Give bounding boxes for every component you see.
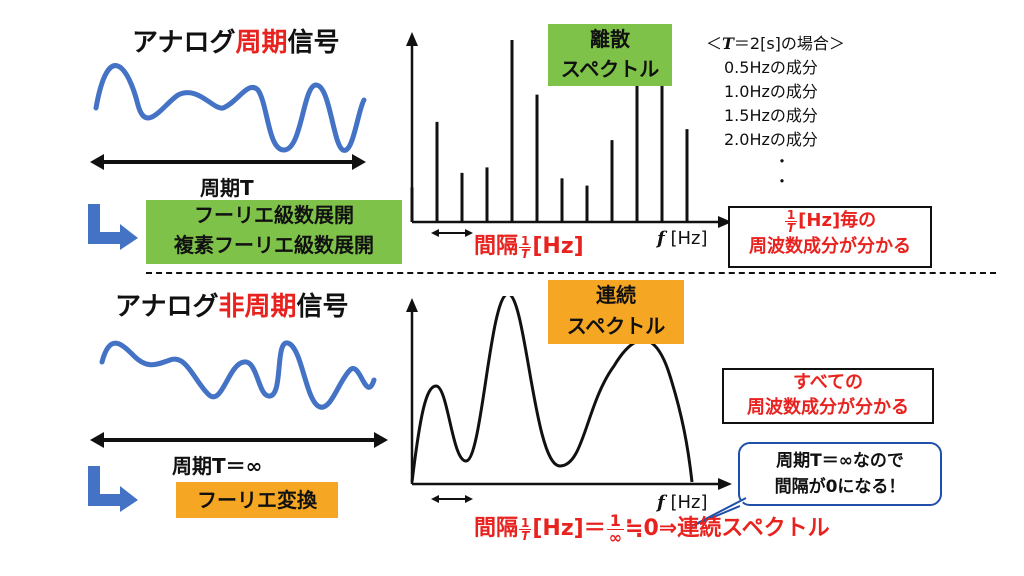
legend-item: 2.0Hzの成分	[724, 130, 818, 149]
legend-open: ＜	[706, 34, 723, 53]
fourier-transform-label: フーリエ変換	[197, 488, 317, 512]
legend-dot: ・	[774, 152, 791, 171]
interval-arrow	[431, 495, 473, 503]
spectrum-label: スペクトル	[560, 57, 660, 81]
frac-den: T	[521, 246, 530, 261]
frac2-num: 1	[606, 512, 625, 530]
continuous-conclusion: ≒0⇒連続スペクトル	[625, 516, 830, 541]
legend-rest: ＝2[s]の場合＞	[733, 34, 845, 53]
infinite-period-arrow	[90, 432, 388, 448]
title-prefix: アナログ	[115, 292, 219, 322]
periodic-signal-wave	[93, 63, 367, 153]
axis-f: f	[657, 228, 665, 249]
result-unit: [Hz]毎の	[798, 210, 877, 231]
interval-text: 間隔	[474, 234, 519, 259]
complex-fourier-series-label: 複素フーリエ級数展開	[174, 233, 374, 257]
arrow-elbow-icon	[88, 466, 138, 512]
frac-den: T	[521, 528, 530, 543]
result-box-top: 1 T [Hz]毎の 周波数成分が分かる	[728, 206, 932, 268]
fourier-series-box: フーリエ級数展開 複素フーリエ級数展開	[146, 200, 402, 264]
fraction-1-over-infinity: 1 ∞	[606, 512, 625, 547]
interval-unit: [Hz]＝	[532, 516, 606, 541]
legend-T: T	[722, 34, 734, 53]
frac2-den: ∞	[608, 527, 623, 547]
spectrum-label: スペクトル	[566, 314, 666, 338]
interval-equation-bottom: 間隔 1 T [Hz]＝ 1 ∞ ≒0⇒連続スペクトル	[474, 510, 830, 546]
title-suffix: 信号	[287, 28, 340, 58]
title-suffix: 信号	[296, 292, 349, 322]
y-axis-arrowhead	[406, 32, 418, 46]
continuous-label: 連続	[596, 283, 636, 307]
frequency-axis-label-bottom: f [Hz]	[657, 492, 708, 513]
section-divider	[146, 272, 996, 274]
legend-item: 0.5Hzの成分	[724, 58, 818, 77]
result-line1: すべての	[792, 372, 864, 393]
bubble-tail	[691, 497, 747, 527]
frac-den: T	[786, 220, 796, 235]
interval-text: 間隔	[474, 516, 519, 541]
title-highlight: 周期	[235, 28, 288, 58]
title-prefix: アナログ	[132, 28, 236, 58]
legend-item: 1.5Hzの成分	[724, 106, 818, 125]
interval-unit: [Hz]	[532, 234, 584, 259]
result-box-bottom: すべての 周波数成分が分かる	[722, 368, 934, 424]
continuous-spectrum-box: 連続 スペクトル	[548, 280, 684, 344]
axis-f: f	[657, 492, 665, 513]
frequency-axis-label-top: f [Hz]	[657, 228, 708, 249]
fourier-series-label: フーリエ級数展開	[194, 203, 354, 227]
period-arrow	[90, 154, 366, 170]
axis-unit: [Hz]	[670, 228, 708, 249]
y-axis-arrowhead	[406, 298, 418, 312]
aperiodic-signal-wave	[99, 340, 377, 410]
frac-num: 1	[784, 207, 798, 222]
fourier-transform-box: フーリエ変換	[176, 482, 338, 518]
legend-item: 1.0Hzの成分	[724, 82, 818, 101]
result-line1: 1 T [Hz]毎の	[730, 208, 930, 234]
period-label: 周期T	[200, 176, 254, 200]
result-line2: 周波数成分が分かる	[749, 236, 911, 257]
title-highlight: 非周期	[218, 292, 297, 322]
discrete-spectrum-box: 離散 スペクトル	[548, 24, 672, 86]
discrete-label: 離散	[590, 27, 630, 51]
continuous-spectrum-chart	[406, 296, 732, 490]
periodic-signal-title: アナログ周期信号	[132, 22, 340, 59]
aperiodic-signal-title: アナログ非周期信号	[115, 286, 349, 323]
bubble-line1: 周期T＝∞なので	[776, 451, 904, 471]
interval-label-top: 間隔 1 T [Hz]	[474, 228, 584, 260]
spectrum-curve	[410, 296, 694, 483]
axis-unit: [Hz]	[670, 492, 708, 513]
x-axis-arrowhead	[718, 478, 732, 490]
interval-arrow	[431, 229, 473, 237]
frac-num: 1	[519, 515, 532, 530]
arrow-elbow-icon	[88, 204, 138, 250]
frac-num: 1	[519, 233, 532, 248]
bubble-line2: 間隔が0になる！	[774, 477, 906, 497]
example-legend: ＜T＝2[s]の場合＞ 0.5Hzの成分 1.0Hzの成分 1.5Hzの成分 2…	[706, 32, 845, 192]
legend-dot: ・	[774, 172, 791, 191]
explanation-bubble: 周期T＝∞なので 間隔が0になる！	[738, 442, 942, 506]
legend-header: ＜T＝2[s]の場合＞	[706, 32, 845, 56]
infinite-period-label: 周期T＝∞	[172, 454, 263, 478]
result-line2: 周波数成分が分かる	[747, 397, 909, 418]
x-axis-arrowhead	[718, 216, 732, 228]
discrete-spectrum-chart	[406, 32, 732, 228]
